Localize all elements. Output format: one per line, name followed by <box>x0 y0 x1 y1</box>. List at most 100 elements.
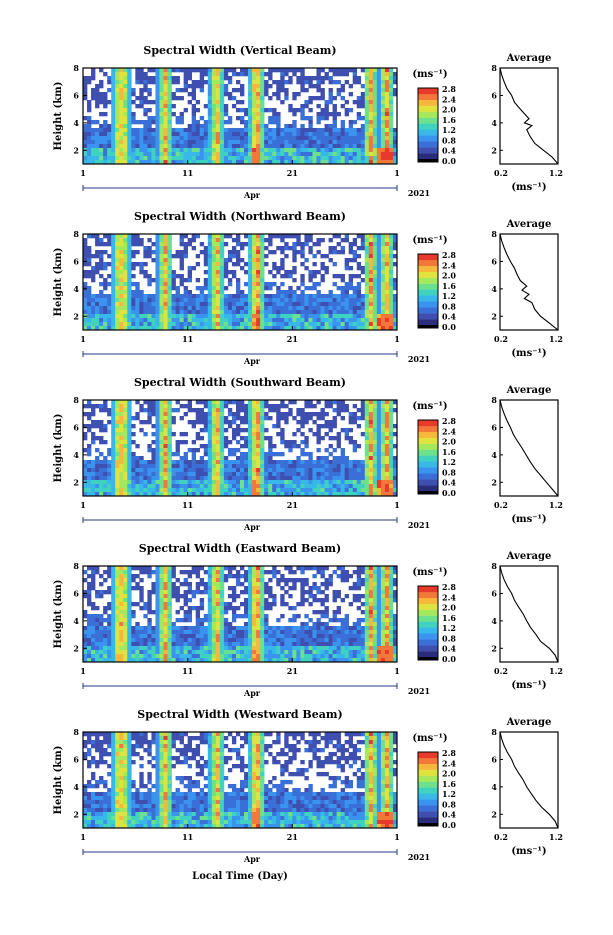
heatmap-cell <box>131 306 135 310</box>
heatmap-cell <box>248 404 252 408</box>
heatmap-cell <box>127 578 131 582</box>
heatmap-cell <box>184 306 188 310</box>
heatmap-cell <box>107 144 111 148</box>
average-title: Average <box>506 385 552 396</box>
heatmap-cell <box>212 116 216 120</box>
heatmap-cell <box>216 428 220 432</box>
heatmap-cell <box>192 452 196 456</box>
heatmap-cell <box>212 242 216 246</box>
heatmap-cell <box>345 258 349 262</box>
heatmap-cell <box>365 254 369 258</box>
heatmap-cell <box>349 460 353 464</box>
heatmap-cell <box>159 638 163 642</box>
heatmap-cell <box>337 294 341 298</box>
heatmap-cell <box>220 322 224 326</box>
heatmap-cell <box>91 136 95 140</box>
heatmap-cell <box>107 488 111 492</box>
heatmap-cell <box>264 148 268 152</box>
heatmap-cell <box>228 152 232 156</box>
heatmap-cell <box>99 290 103 294</box>
heatmap-cell <box>204 322 208 326</box>
heatmap-cell <box>155 144 159 148</box>
heatmap-cell <box>292 468 296 472</box>
heatmap-cell <box>341 294 345 298</box>
heatmap-cell <box>361 412 365 416</box>
heatmap-cell <box>252 250 256 254</box>
heatmap-cell <box>83 432 87 436</box>
heatmap-cell <box>292 476 296 480</box>
heatmap-cell <box>252 460 256 464</box>
heatmap-cell <box>240 416 244 420</box>
heatmap-cell <box>244 456 248 460</box>
heatmap-cell <box>248 302 252 306</box>
heatmap-cell <box>389 234 393 238</box>
heatmap-cell <box>200 318 204 322</box>
heatmap-cell <box>345 314 349 318</box>
heatmap-cell <box>87 294 91 298</box>
heatmap-cell <box>385 310 389 314</box>
heatmap-cell <box>168 618 172 622</box>
heatmap-cell <box>220 456 224 460</box>
heatmap-cell <box>155 286 159 290</box>
heatmap-cell <box>381 68 385 72</box>
heatmap-cell <box>83 412 87 416</box>
heatmap-cell <box>280 132 284 136</box>
heatmap-cell <box>168 96 172 100</box>
heatmap-cell <box>115 476 119 480</box>
heatmap-cell <box>216 306 220 310</box>
heatmap-cell <box>365 152 369 156</box>
colorbar-segment <box>418 153 438 159</box>
heatmap-cell <box>168 84 172 88</box>
heatmap-cell <box>256 404 260 408</box>
heatmap-cell <box>212 234 216 238</box>
heatmap-cell <box>349 306 353 310</box>
heatmap-cell <box>377 318 381 322</box>
heatmap-cell <box>159 68 163 72</box>
heatmap-cell <box>385 448 389 452</box>
heatmap-cell <box>308 318 312 322</box>
heatmap-cell <box>304 80 308 84</box>
heatmap-cell <box>292 266 296 270</box>
heatmap-cell <box>224 68 228 72</box>
heatmap-cell <box>240 152 244 156</box>
heatmap-cell <box>252 156 256 160</box>
heatmap-cell <box>127 104 131 108</box>
heatmap-cell <box>204 258 208 262</box>
heatmap-cell <box>264 456 268 460</box>
heatmap-cell <box>184 88 188 92</box>
heatmap-cell <box>151 468 155 472</box>
heatmap-cell <box>83 570 87 574</box>
heatmap-cell <box>87 416 91 420</box>
heatmap-cell <box>212 68 216 72</box>
heatmap-cell <box>280 468 284 472</box>
heatmap-cell <box>99 468 103 472</box>
heatmap-cell <box>333 464 337 468</box>
heatmap-cell <box>321 436 325 440</box>
heatmap-cell <box>369 420 373 424</box>
heatmap-cell <box>188 128 192 132</box>
heatmap-cell <box>196 464 200 468</box>
heatmap-cell <box>329 156 333 160</box>
heatmap-cell <box>337 444 341 448</box>
heatmap-cell <box>143 432 147 436</box>
heatmap-cell <box>176 452 180 456</box>
heatmap-cell <box>103 314 107 318</box>
heatmap-cell <box>284 464 288 468</box>
heatmap-cell <box>260 76 264 80</box>
heatmap-cell <box>103 570 107 574</box>
heatmap-cell <box>228 92 232 96</box>
heatmap-cell <box>119 578 123 582</box>
heatmap-cell <box>385 440 389 444</box>
heatmap-cell <box>353 464 357 468</box>
heatmap-cell <box>208 460 212 464</box>
heatmap-cell <box>200 428 204 432</box>
heatmap-cell <box>119 254 123 258</box>
heatmap-cell <box>168 68 172 72</box>
heatmap-cell <box>292 156 296 160</box>
heatmap-cell <box>325 124 329 128</box>
heatmap-cell <box>389 432 393 436</box>
heatmap-cell <box>168 610 172 614</box>
heatmap-cell <box>252 314 256 318</box>
heatmap-cell <box>377 266 381 270</box>
heatmap-cell <box>333 468 337 472</box>
